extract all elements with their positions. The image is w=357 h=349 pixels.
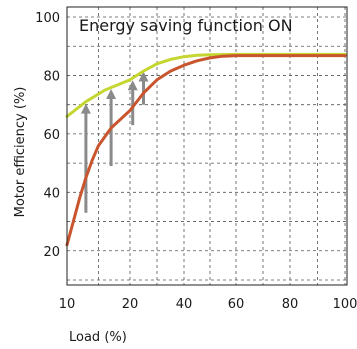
grid [66, 7, 347, 285]
y-axis-title: Motor efficiency (%) [13, 87, 28, 218]
series-lines [65, 52, 347, 247]
arrow-head [106, 89, 117, 100]
improvement-arrow-1 [80, 103, 91, 213]
tick-labels: 20 40 60 80 100 10 20 40 60 80 100 [35, 11, 357, 312]
x-tick-label: 40 [176, 297, 193, 312]
y-tick-label: 20 [43, 245, 60, 260]
x-tick-label: 100 [333, 297, 357, 312]
x-tick-label: 10 [59, 297, 76, 312]
arrow-head [138, 71, 149, 82]
efficiency-line-off [65, 54, 347, 247]
x-tick-label: 80 [282, 297, 299, 312]
annotation-label: Energy saving function ON [79, 16, 293, 35]
arrow-head [127, 80, 138, 91]
plot-frame [66, 6, 348, 286]
improvement-arrow-2 [106, 89, 117, 167]
arrow-head [80, 103, 91, 114]
efficiency-line-on [65, 52, 347, 118]
x-axis-title: Load (%) [69, 330, 127, 345]
x-tick-label: 20 [122, 297, 139, 312]
y-tick-label: 40 [43, 186, 60, 201]
y-tick-label: 80 [43, 69, 60, 84]
y-tick-label: 60 [43, 128, 60, 143]
improvement-arrows [80, 71, 149, 213]
y-tick-label: 100 [35, 11, 60, 26]
x-tick-label: 60 [228, 297, 245, 312]
